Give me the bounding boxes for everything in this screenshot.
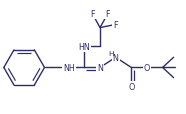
Text: N: N xyxy=(97,63,103,72)
Text: F: F xyxy=(90,10,94,19)
Text: O: O xyxy=(128,82,134,91)
Text: NH: NH xyxy=(63,63,75,72)
Text: F: F xyxy=(113,21,118,30)
Text: F: F xyxy=(106,10,110,19)
Text: N: N xyxy=(113,53,119,62)
Text: O: O xyxy=(144,63,150,72)
Text: HN: HN xyxy=(78,42,90,51)
Text: H: H xyxy=(109,50,114,56)
